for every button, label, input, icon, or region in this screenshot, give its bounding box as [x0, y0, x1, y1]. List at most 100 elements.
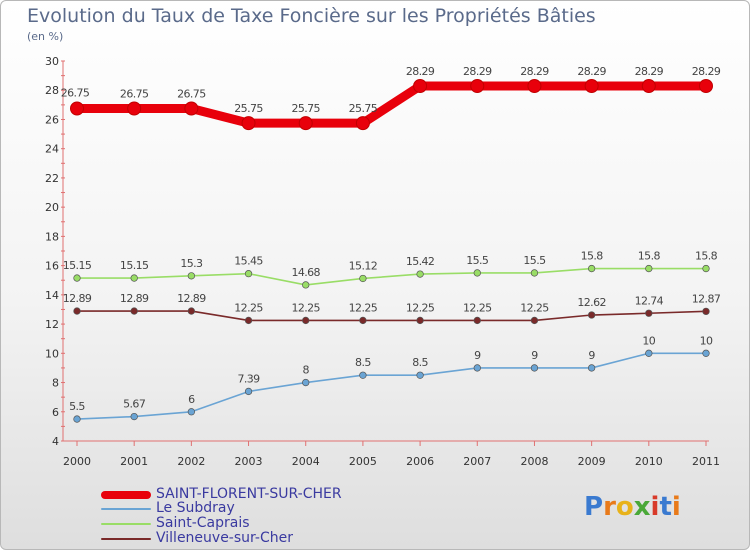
x-tick-label: 2004 — [292, 455, 320, 468]
y-tick-label: 14 — [45, 289, 59, 302]
x-tick-label: 2009 — [578, 455, 606, 468]
data-label: 15.8 — [695, 250, 718, 263]
data-point — [473, 269, 481, 277]
data-label: 12.87 — [692, 292, 721, 305]
x-tick-label: 2006 — [406, 455, 434, 468]
y-tick-label: 30 — [45, 55, 59, 68]
data-label: 12.25 — [463, 301, 492, 314]
data-point — [241, 116, 256, 131]
chart-title: Evolution du Taux de Taxe Foncière sur l… — [27, 5, 596, 27]
data-label: 12.25 — [234, 301, 263, 314]
y-tick-label: 20 — [45, 201, 59, 214]
series-line-2 — [77, 267, 706, 286]
y-tick-label: 28 — [45, 84, 59, 97]
logo-letter: o — [615, 492, 634, 522]
data-label: 6 — [188, 393, 195, 406]
chart-unit-label: (en %) — [27, 30, 64, 43]
data-label: 7.39 — [237, 372, 260, 385]
data-label: 25.75 — [349, 102, 378, 115]
data-label: 10 — [642, 334, 655, 347]
data-point — [702, 307, 710, 316]
logo-letter: i — [650, 492, 660, 522]
data-point — [702, 264, 710, 273]
data-point — [530, 364, 539, 372]
data-label: 12.74 — [635, 294, 664, 307]
data-label: 12.62 — [577, 296, 606, 309]
data-point — [130, 274, 138, 282]
data-label: 28.29 — [692, 65, 721, 78]
legend-swatch — [101, 538, 151, 540]
data-point — [645, 349, 653, 357]
data-label: 5.67 — [123, 398, 146, 411]
data-label: 12.25 — [349, 301, 378, 314]
data-point — [187, 272, 196, 280]
data-point — [130, 307, 138, 315]
y-tick-label: 6 — [52, 406, 59, 419]
data-point — [302, 378, 310, 387]
data-point — [70, 101, 84, 116]
y-tick-label: 16 — [45, 260, 59, 273]
logo-letter: r — [603, 492, 616, 522]
data-label: 15.42 — [406, 255, 435, 268]
legend-swatch — [101, 523, 151, 525]
data-label: 28.29 — [577, 65, 606, 78]
data-label: 15.8 — [581, 250, 604, 263]
logo-letter: i — [671, 492, 681, 522]
data-label: 9 — [531, 349, 538, 362]
data-label: 28.29 — [406, 65, 435, 78]
data-point — [187, 408, 196, 416]
y-tick-label: 24 — [45, 143, 59, 156]
data-point — [416, 270, 424, 278]
data-point — [584, 78, 599, 93]
data-label: 25.75 — [291, 102, 320, 115]
data-label: 15.5 — [523, 254, 546, 267]
data-point — [702, 349, 710, 357]
x-tick-label: 2002 — [177, 455, 205, 468]
x-tick-label: 2001 — [120, 455, 148, 468]
data-label: 8.5 — [355, 356, 371, 369]
logo-letter: P — [584, 492, 604, 522]
data-point — [359, 316, 367, 325]
data-label: 12.25 — [291, 301, 320, 314]
logo-letter: x — [633, 492, 651, 522]
y-tick-label: 10 — [45, 347, 59, 360]
data-label: 15.8 — [638, 250, 661, 263]
data-label: 9 — [474, 349, 481, 362]
series-line-3 — [77, 310, 707, 322]
data-label: 14.68 — [291, 266, 320, 279]
y-tick-label: 22 — [45, 172, 59, 185]
data-label: 5.5 — [69, 400, 85, 413]
data-point — [587, 311, 596, 319]
x-tick-label: 2008 — [520, 455, 548, 468]
data-point — [416, 316, 424, 325]
logo-letter: t — [659, 492, 672, 522]
data-point — [645, 264, 653, 273]
data-point — [359, 274, 367, 283]
data-point — [530, 269, 539, 277]
data-point — [298, 116, 313, 131]
x-tick-label: 2007 — [463, 455, 491, 468]
data-point — [127, 101, 142, 116]
data-label: 26.75 — [61, 87, 90, 100]
y-tick-label: 8 — [52, 377, 59, 390]
data-label: 12.25 — [520, 301, 549, 314]
data-point — [187, 307, 196, 315]
data-point — [587, 264, 596, 273]
x-tick-label: 2003 — [235, 455, 263, 468]
data-point — [73, 415, 81, 423]
data-label: 28.29 — [520, 65, 549, 78]
data-label: 12.89 — [177, 292, 206, 305]
data-label: 12.89 — [63, 292, 92, 305]
data-label: 15.15 — [63, 259, 92, 272]
legend-swatch — [101, 491, 151, 499]
data-label: 15.45 — [234, 255, 263, 268]
y-tick-label: 18 — [45, 230, 59, 243]
data-point — [699, 78, 713, 93]
legend-label: Le Subdray — [156, 500, 235, 516]
x-tick-label: 2000 — [63, 455, 91, 468]
legend-label: SAINT-FLORENT-SUR-CHER — [156, 486, 342, 502]
data-label: 25.75 — [234, 102, 263, 115]
data-point — [244, 270, 253, 278]
data-label: 8 — [303, 364, 310, 377]
